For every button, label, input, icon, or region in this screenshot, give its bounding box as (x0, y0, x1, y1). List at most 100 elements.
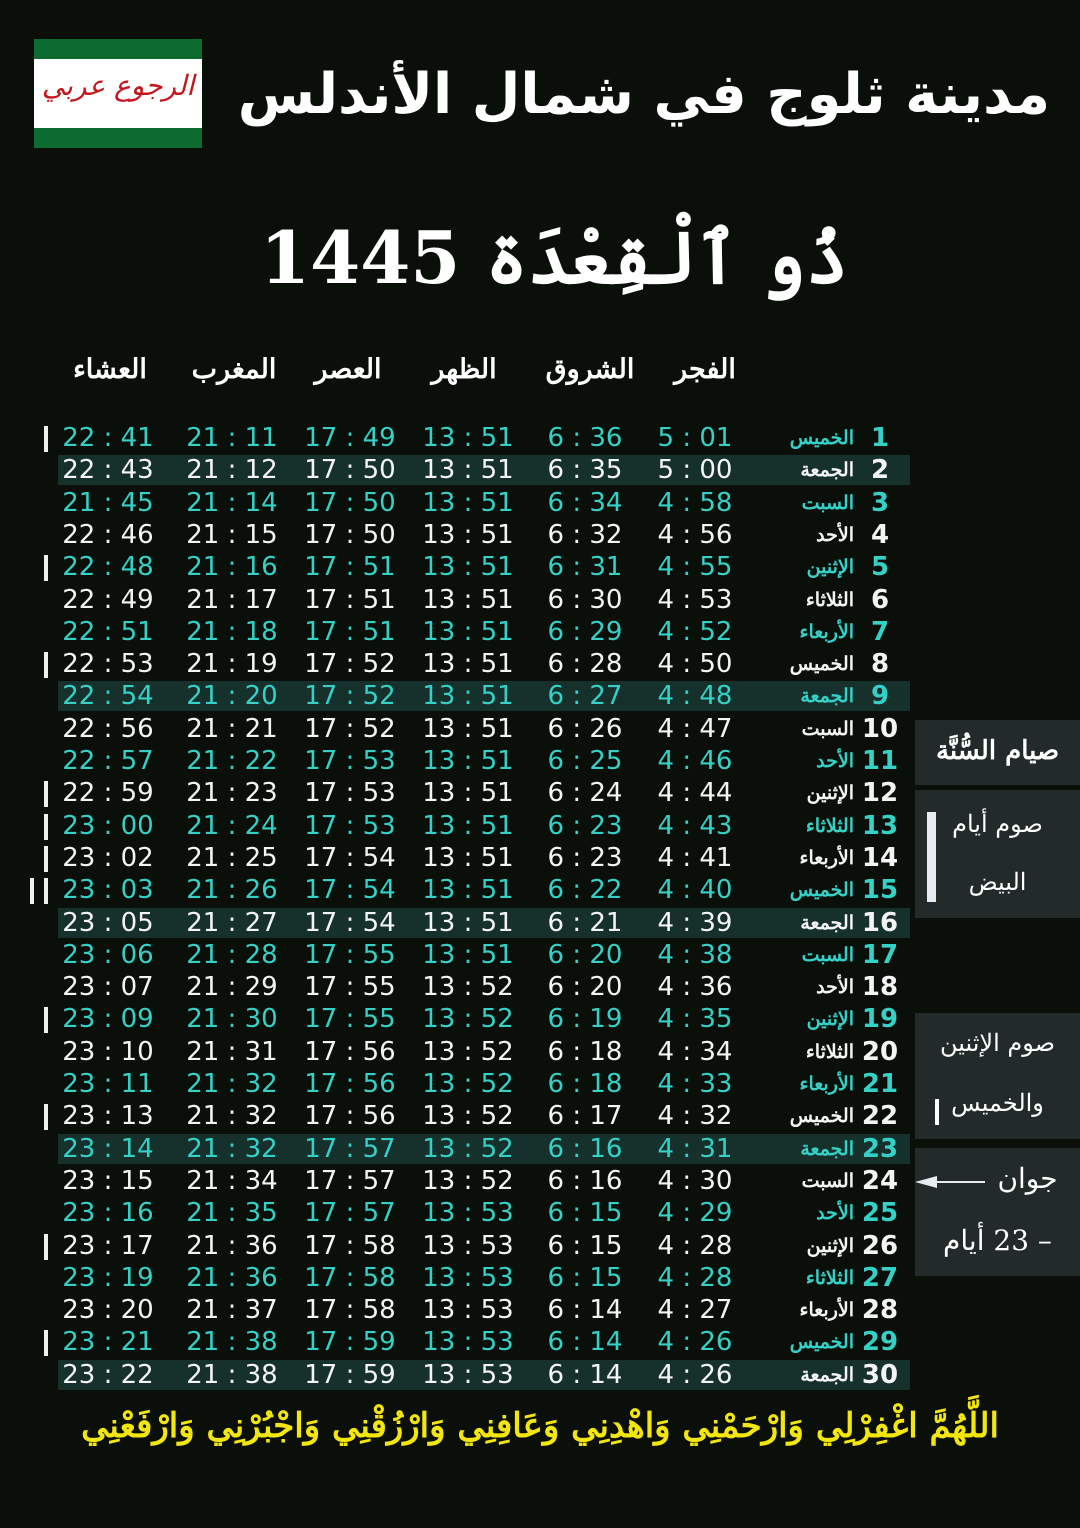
cell-maghrib: 21 : 24 (186, 810, 278, 841)
cell-dhuhr: 13 : 51 (422, 842, 514, 873)
cell-fajr: 4 : 26 (657, 1327, 733, 1358)
cell-maghrib: 21 : 12 (186, 455, 278, 486)
cell-shuruq: 6 : 16 (547, 1133, 623, 1164)
cell-day: 13 (861, 810, 899, 841)
cell-fajr: 4 : 26 (657, 1359, 733, 1390)
cell-isha: 23 : 22 (62, 1359, 154, 1390)
cell-name: الإثنين (806, 1008, 854, 1031)
cell-fajr: 4 : 43 (657, 810, 733, 841)
month-title: ذُو ٱلْقِعْدَة 1445 (260, 215, 849, 300)
cell-isha: 23 : 15 (62, 1165, 154, 1196)
cell-name: الخميس (789, 427, 854, 449)
cell-maghrib: 21 : 16 (186, 552, 278, 583)
cell-name: السبت (801, 943, 854, 966)
friday-highlight (58, 1359, 910, 1390)
cell-shuruq: 6 : 18 (547, 1069, 623, 1099)
fasting-marker (44, 1007, 48, 1034)
cell-fajr: 4 : 44 (657, 778, 733, 809)
header-asr: العصر (314, 354, 382, 385)
cell-dhuhr: 13 : 51 (422, 552, 514, 583)
fasting-marker (44, 426, 48, 452)
table-row: 22 : 57 21 : 22 17 : 53 13 : 51 6 : 25 4 : 46… (0, 745, 1080, 777)
table-row: 23 : 21 21 : 38 17 : 59 13 : 53 6 : 14 4 : 26… (0, 1326, 1080, 1358)
cell-shuruq: 6 : 23 (547, 842, 623, 873)
table-row: 23 : 19 21 : 36 17 : 58 13 : 53 6 : 15 4 : 28… (0, 1262, 1080, 1294)
table-row: 23 : 11 21 : 32 17 : 56 13 : 52 6 : 18 4 : 33… (0, 1068, 1080, 1100)
cell-asr: 17 : 57 (304, 1165, 396, 1196)
cell-day: 29 (861, 1327, 899, 1358)
table-row: 21 : 45 21 : 14 17 : 50 13 : 51 6 : 34 4 : 58… (0, 487, 1080, 519)
fasting-marker (44, 555, 48, 582)
cell-shuruq: 6 : 19 (547, 1004, 623, 1035)
table-row: 23 : 15 21 : 34 17 : 57 13 : 52 6 : 16 4 : 30… (0, 1165, 1080, 1197)
cell-shuruq: 6 : 29 (547, 616, 623, 647)
cell-day: 21 (861, 1069, 899, 1099)
cell-asr: 17 : 51 (304, 616, 396, 647)
cell-shuruq: 6 : 23 (547, 810, 623, 841)
cell-name: السبت (801, 1169, 854, 1192)
cell-name: الجمعة (800, 459, 854, 482)
white-days-bar (927, 812, 936, 902)
cell-shuruq: 6 : 15 (547, 1262, 623, 1293)
cell-fajr: 4 : 28 (657, 1262, 733, 1293)
white-days-panel: صوم أيام البيض (915, 790, 1080, 918)
cell-maghrib: 21 : 20 (186, 681, 278, 712)
cell-isha: 23 : 19 (62, 1262, 154, 1293)
cell-dhuhr: 13 : 53 (422, 1198, 514, 1229)
cell-name: الجمعة (800, 911, 854, 934)
cell-name: الأربعاء (799, 846, 854, 869)
cell-dhuhr: 13 : 52 (422, 972, 514, 1003)
cell-name: الخميس (789, 653, 854, 676)
cell-shuruq: 6 : 15 (547, 1198, 623, 1229)
cell-maghrib: 21 : 38 (186, 1327, 278, 1358)
cell-isha: 23 : 07 (62, 972, 154, 1003)
cell-fajr: 4 : 40 (657, 875, 733, 906)
cell-fajr: 4 : 32 (657, 1101, 733, 1132)
friday-highlight (58, 681, 910, 712)
cell-asr: 17 : 58 (304, 1230, 396, 1261)
cell-day: 12 (861, 778, 899, 809)
friday-highlight (58, 1133, 910, 1164)
cell-asr: 17 : 56 (304, 1101, 396, 1132)
table-row: 23 : 09 21 : 30 17 : 55 13 : 52 6 : 19 4 : 35… (0, 1003, 1080, 1035)
cell-asr: 17 : 52 (304, 649, 396, 680)
table-row: 23 : 17 21 : 36 17 : 58 13 : 53 6 : 15 4 : 28… (0, 1230, 1080, 1262)
cell-maghrib: 21 : 32 (186, 1101, 278, 1132)
table-row: 22 : 46 21 : 15 17 : 50 13 : 51 6 : 32 4 : 56… (0, 519, 1080, 551)
cell-name: الثلاثاء (805, 814, 854, 837)
cell-isha: 22 : 46 (62, 519, 154, 550)
cell-asr: 17 : 53 (304, 746, 396, 776)
arrow-left-icon (915, 1176, 985, 1188)
cell-dhuhr: 13 : 53 (422, 1262, 514, 1293)
cell-day: 2 (870, 455, 890, 486)
cell-dhuhr: 13 : 53 (422, 1327, 514, 1358)
cell-dhuhr: 13 : 51 (422, 649, 514, 680)
cell-fajr: 5 : 01 (657, 423, 733, 453)
cell-day: 24 (861, 1165, 899, 1196)
cell-fajr: 4 : 33 (657, 1069, 733, 1099)
table-row: 23 : 06 21 : 28 17 : 55 13 : 51 6 : 20 4 : 38… (0, 939, 1080, 971)
cell-name: الجمعة (800, 1137, 854, 1160)
cell-asr: 17 : 52 (304, 681, 396, 712)
fasting-marker (30, 878, 34, 905)
cell-maghrib: 21 : 22 (186, 746, 278, 776)
cell-maghrib: 21 : 23 (186, 778, 278, 809)
cell-fajr: 4 : 41 (657, 842, 733, 873)
cell-day: 19 (861, 1004, 899, 1035)
cell-fajr: 4 : 58 (657, 487, 733, 518)
cell-isha: 23 : 00 (62, 810, 154, 841)
cell-name: السبت (801, 717, 854, 740)
cell-isha: 22 : 51 (62, 616, 154, 647)
cell-maghrib: 21 : 34 (186, 1165, 278, 1196)
june-line1: جوان (997, 1162, 1058, 1195)
cell-day: 17 (861, 939, 899, 970)
cell-day: 26 (861, 1230, 899, 1261)
header-dhuhr: الظهر (431, 354, 497, 385)
cell-isha: 23 : 13 (62, 1101, 154, 1132)
cell-isha: 22 : 56 (62, 713, 154, 744)
table-row: 23 : 03 21 : 26 17 : 54 13 : 51 6 : 22 4 : 40… (0, 874, 1080, 906)
cell-name: الجمعة (800, 685, 854, 708)
cell-asr: 17 : 54 (304, 842, 396, 873)
cell-shuruq: 6 : 27 (547, 681, 623, 712)
cell-isha: 23 : 14 (62, 1133, 154, 1164)
